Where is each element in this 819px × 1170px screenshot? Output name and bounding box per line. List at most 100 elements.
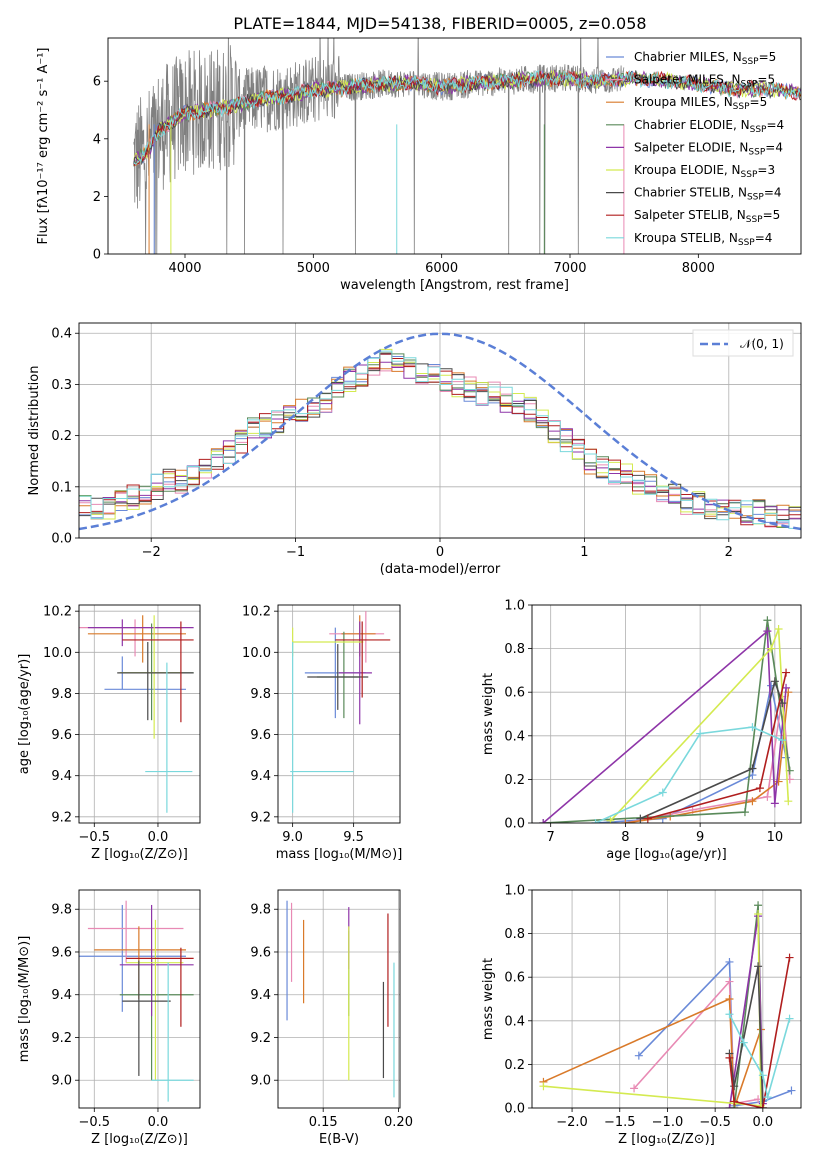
- plot-area: [79, 900, 194, 1102]
- y-tick-label: 9.6: [250, 945, 271, 960]
- weight-marker-8-0: [591, 819, 600, 823]
- x-tick-label: 0: [436, 545, 444, 560]
- x-tick-label: 9.0: [282, 830, 303, 845]
- weight-marker-6-0: [636, 814, 645, 823]
- weight-marker-4-2: [770, 799, 779, 808]
- legend-nssp-value: =5: [750, 95, 768, 109]
- y-tick-label: 10.0: [43, 646, 72, 661]
- y-tick-label: 9.4: [250, 988, 271, 1003]
- legend-nssp-value: =5: [757, 73, 775, 87]
- x-axis-label: Z [log₁₀(Z/Z⊙)]: [91, 847, 188, 862]
- y-tick-label: 9.2: [51, 810, 72, 825]
- y-tick-label: 4: [93, 132, 101, 147]
- x-tick-label: 1: [580, 545, 588, 560]
- legend-model-name: Kroupa STELIB: [634, 231, 721, 245]
- weight-marker-2-1: [725, 995, 734, 1003]
- weight-line-6: [639, 678, 784, 820]
- weight-marker-6-2: [770, 677, 779, 686]
- y-axis-label: age [log₁₀(age/yr)]: [17, 654, 32, 775]
- x-axis-label: age [log₁₀(age/yr)]: [606, 847, 727, 862]
- axes-frame: [78, 322, 802, 539]
- y-tick-label: 9.4: [51, 988, 72, 1003]
- legend-model-name: Chabrier STELIB: [634, 186, 730, 200]
- y-tick-label: 0.0: [504, 817, 525, 832]
- legend-model-name: Salpeter STELIB: [634, 208, 729, 222]
- residual-legend-label: 𝒩(0, 1): [740, 337, 784, 351]
- plot-area: [79, 332, 801, 531]
- weight-marker-8-1: [658, 788, 667, 797]
- x-tick-label: 7: [547, 830, 555, 845]
- legend-nssp-value: =5: [759, 50, 777, 64]
- y-axis-label: mass [log₁₀(M/M⊙)]: [17, 936, 32, 1063]
- weight-marker-2-3: [774, 777, 783, 786]
- weight-marker-5-0: [539, 1082, 548, 1091]
- weight-marker-7-1: [730, 1097, 739, 1106]
- x-tick-label: 9: [696, 830, 704, 845]
- legend-label-1: Salpeter MILES, NSSP=5: [634, 73, 775, 90]
- panel-residuals: −2 −1 0 1 2 0.0 0.1 0.2 0.3 0.4 (data-model)/error…: [27, 322, 802, 577]
- y-axis-label: mass weight: [481, 958, 496, 1040]
- weight-marker-8-0: [725, 1010, 734, 1019]
- legend-label-0: Chabrier MILES, NSSP=5: [634, 50, 776, 67]
- weight-line-6: [728, 966, 764, 1108]
- y-tick-label: 0.2: [504, 1058, 525, 1073]
- plot-area: [539, 901, 796, 1108]
- weight-marker-0-0: [634, 1051, 643, 1060]
- x-tick-label: 10: [767, 830, 784, 845]
- y-tick-label: 9.8: [250, 687, 271, 702]
- x-tick-label: 8000: [682, 261, 715, 276]
- weight-marker-3-1: [754, 901, 763, 910]
- axes-frame: [277, 889, 401, 1109]
- y-tick-label: 9.0: [51, 1074, 72, 1089]
- weight-marker-6-2: [754, 962, 763, 971]
- y-tick-label: 10.2: [43, 605, 72, 620]
- y-tick-label: 9.8: [51, 687, 72, 702]
- legend-model-name: Chabrier ELODIE: [634, 118, 733, 132]
- x-axis-label: E(B-V): [319, 1132, 359, 1147]
- plot-area: [286, 900, 395, 1098]
- legend-nssp-value: =4: [764, 186, 782, 200]
- legend-model-name: Salpeter MILES: [634, 73, 724, 87]
- weight-marker-8-4: [778, 736, 787, 745]
- panel-spectrum: 4000 5000 6000 7000 8000 0 2 4 6 wavelength [Angs…: [36, 37, 802, 293]
- x-tick-label: 2: [725, 545, 733, 560]
- y-tick-label: 6: [93, 75, 101, 90]
- legend-nssp-sub: SSP: [748, 147, 765, 157]
- legend-nssp-prefix: , N: [721, 231, 738, 245]
- legend-nssp-value: =4: [755, 231, 773, 245]
- y-axis-label: mass weight: [481, 673, 496, 755]
- legend-nssp-prefix: , N: [729, 208, 746, 222]
- plot-area: [133, 38, 801, 254]
- y-tick-label: 0.1: [51, 480, 72, 495]
- weight-marker-3-2: [763, 616, 772, 625]
- y-tick-label: 0.6: [504, 686, 525, 701]
- weight-marker-1-2: [763, 792, 772, 801]
- legend-label-6: Chabrier STELIB, NSSP=4: [634, 186, 782, 203]
- weight-marker-8-1: [739, 1038, 748, 1047]
- weight-line-4: [542, 629, 787, 823]
- weight-marker-7-3: [785, 953, 794, 962]
- y-tick-label: 9.2: [250, 1031, 271, 1046]
- weight-line-7: [728, 957, 791, 1108]
- x-tick-label: −0.5: [78, 1115, 110, 1130]
- y-tick-label: 1.0: [504, 884, 525, 899]
- residual-legend-box: [692, 329, 794, 357]
- x-axis-label: (data-model)/error: [380, 562, 501, 577]
- y-tick-label: 0.4: [504, 729, 525, 744]
- x-tick-label: 9.5: [343, 830, 364, 845]
- legend-label-8: Kroupa STELIB, NSSP=4: [634, 231, 772, 248]
- x-tick-label: 5000: [297, 261, 330, 276]
- legend-nssp-prefix: , N: [725, 50, 742, 64]
- legend-nssp-prefix: , N: [732, 140, 749, 154]
- x-tick-label: 0.0: [148, 1115, 169, 1130]
- panel-mass_vs_ebv: 0.15 0.20 9.0 9.2 9.4 9.6 9.8 E(B-V): [250, 889, 413, 1147]
- legend-nssp-sub: SSP: [741, 80, 758, 90]
- y-tick-label: 0: [93, 248, 101, 263]
- x-axis-label: wavelength [Angstrom, rest frame]: [340, 278, 569, 293]
- panels: 4000 5000 6000 7000 8000 0 2 4 6 wavelength [Angs…: [17, 37, 802, 1147]
- axes-frame: [78, 604, 201, 824]
- y-tick-label: 0.3: [51, 378, 72, 393]
- weight-marker-8-2: [758, 1071, 767, 1080]
